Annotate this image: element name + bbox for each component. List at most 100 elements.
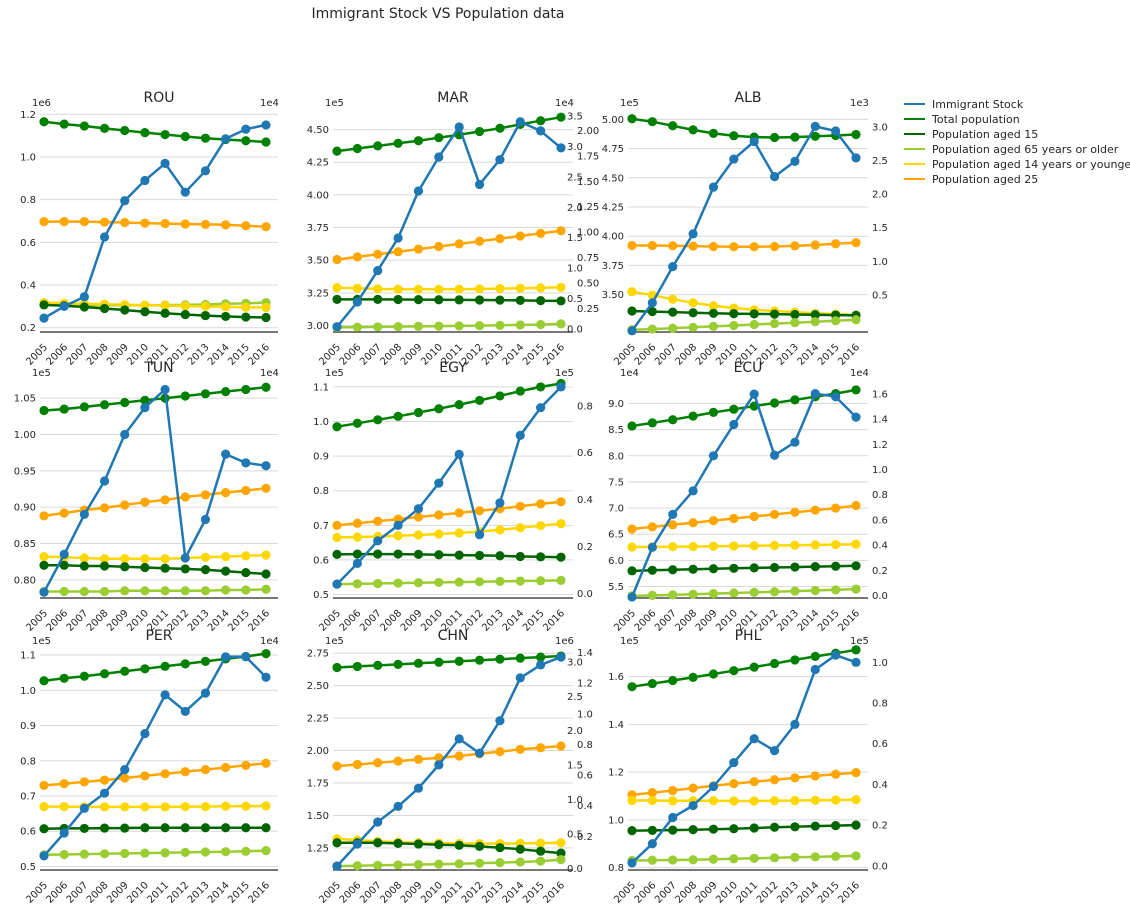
data-point <box>769 309 780 319</box>
data-point <box>393 801 403 811</box>
y-tick-label: 2.75 <box>307 649 329 660</box>
panel-title: PHL <box>735 628 762 644</box>
data-point <box>536 660 546 670</box>
data-point <box>454 751 464 761</box>
data-point <box>99 123 110 133</box>
data-point <box>495 295 505 305</box>
data-point <box>59 508 69 518</box>
legend-label: Population aged 15 <box>932 128 1038 141</box>
x-tick-label: 2009 <box>694 342 720 368</box>
y-tick-label: 4.25 <box>307 158 329 169</box>
y-tick-label: 4.50 <box>602 173 624 184</box>
data-point <box>647 825 657 835</box>
data-point <box>556 112 566 122</box>
y2-tick-label: 1.75 <box>577 151 599 162</box>
data-point <box>810 651 820 661</box>
data-point <box>221 220 231 230</box>
data-point <box>221 551 231 562</box>
data-point <box>474 236 485 246</box>
panel-title: EGY <box>439 360 467 376</box>
data-point <box>769 172 780 182</box>
data-point <box>140 729 150 739</box>
data-point <box>352 861 362 871</box>
series-population-aged-25 <box>39 758 271 791</box>
data-point <box>79 121 89 131</box>
data-point <box>393 531 403 541</box>
data-point <box>769 132 780 143</box>
y-tick-label: 5.5 <box>608 582 624 593</box>
data-point <box>180 767 190 777</box>
panel-alb: 3.50 3.75 4.00 4.25 4.50 4.75 5.00 1e5 0.5 1.0 1.5… <box>602 90 888 368</box>
data-point <box>790 437 800 447</box>
data-point <box>332 838 342 848</box>
series-population-aged-65-years-or-older <box>627 315 861 335</box>
data-point <box>120 802 130 812</box>
data-point <box>474 550 485 561</box>
y-tick-label: 4.00 <box>307 190 329 201</box>
data-point <box>515 551 525 562</box>
data-point <box>393 578 403 588</box>
data-point <box>810 795 820 805</box>
x-tick-label: 2015 <box>521 342 547 368</box>
data-point <box>810 121 820 131</box>
series-line <box>336 229 562 261</box>
data-point <box>120 397 130 408</box>
y-tick-label: 5.00 <box>602 115 624 126</box>
data-point <box>79 823 89 834</box>
data-point <box>434 577 444 588</box>
data-point <box>668 307 678 317</box>
y2-tick-label: 0.6 <box>872 739 888 750</box>
series-line <box>336 655 562 867</box>
data-point <box>474 841 485 851</box>
data-point <box>474 395 485 406</box>
y2-tick-label: 1.0 <box>872 465 888 476</box>
x-tick-label: 2013 <box>480 608 506 634</box>
data-point <box>627 858 637 868</box>
data-point <box>413 549 424 560</box>
y-multiplier-right: 1e4 <box>555 98 574 109</box>
series-line <box>43 655 267 857</box>
x-tick-label: 2013 <box>480 342 506 368</box>
data-point <box>373 578 383 589</box>
data-point <box>454 295 464 305</box>
data-point <box>200 389 211 399</box>
x-tick-label: 2008 <box>85 608 111 634</box>
data-point <box>495 498 505 508</box>
data-point <box>59 586 69 597</box>
data-point <box>729 404 739 414</box>
data-point <box>769 540 780 551</box>
y3-tick-label: 2.0 <box>567 726 583 737</box>
y2-tick-label: 3.0 <box>872 122 888 133</box>
y2-tick-label: 0.25 <box>577 304 599 315</box>
data-point <box>515 653 525 663</box>
y-tick-label: 1.4 <box>608 720 624 731</box>
data-point <box>668 509 678 519</box>
data-point <box>536 743 546 753</box>
data-point <box>688 518 698 528</box>
data-point <box>688 564 698 574</box>
data-point <box>180 301 190 311</box>
data-point <box>261 584 271 594</box>
data-point <box>221 449 231 459</box>
data-point <box>708 241 719 252</box>
data-point <box>200 847 211 857</box>
series-immigrant-stock <box>39 384 271 597</box>
data-point <box>495 155 505 165</box>
data-point <box>373 415 383 425</box>
data-point <box>647 324 657 334</box>
y-tick-label: 1.00 <box>14 430 36 441</box>
data-point <box>627 592 637 602</box>
data-point <box>454 859 464 869</box>
data-point <box>810 131 820 141</box>
series-population-aged-15 <box>627 820 861 836</box>
x-tick-label: 2008 <box>378 342 404 368</box>
data-point <box>434 295 444 305</box>
data-point <box>352 532 362 542</box>
series-line <box>336 654 562 669</box>
data-point <box>99 217 110 227</box>
data-point <box>708 824 719 834</box>
data-point <box>851 768 861 778</box>
data-point <box>241 485 251 496</box>
data-point <box>647 855 657 865</box>
data-point <box>99 823 110 833</box>
